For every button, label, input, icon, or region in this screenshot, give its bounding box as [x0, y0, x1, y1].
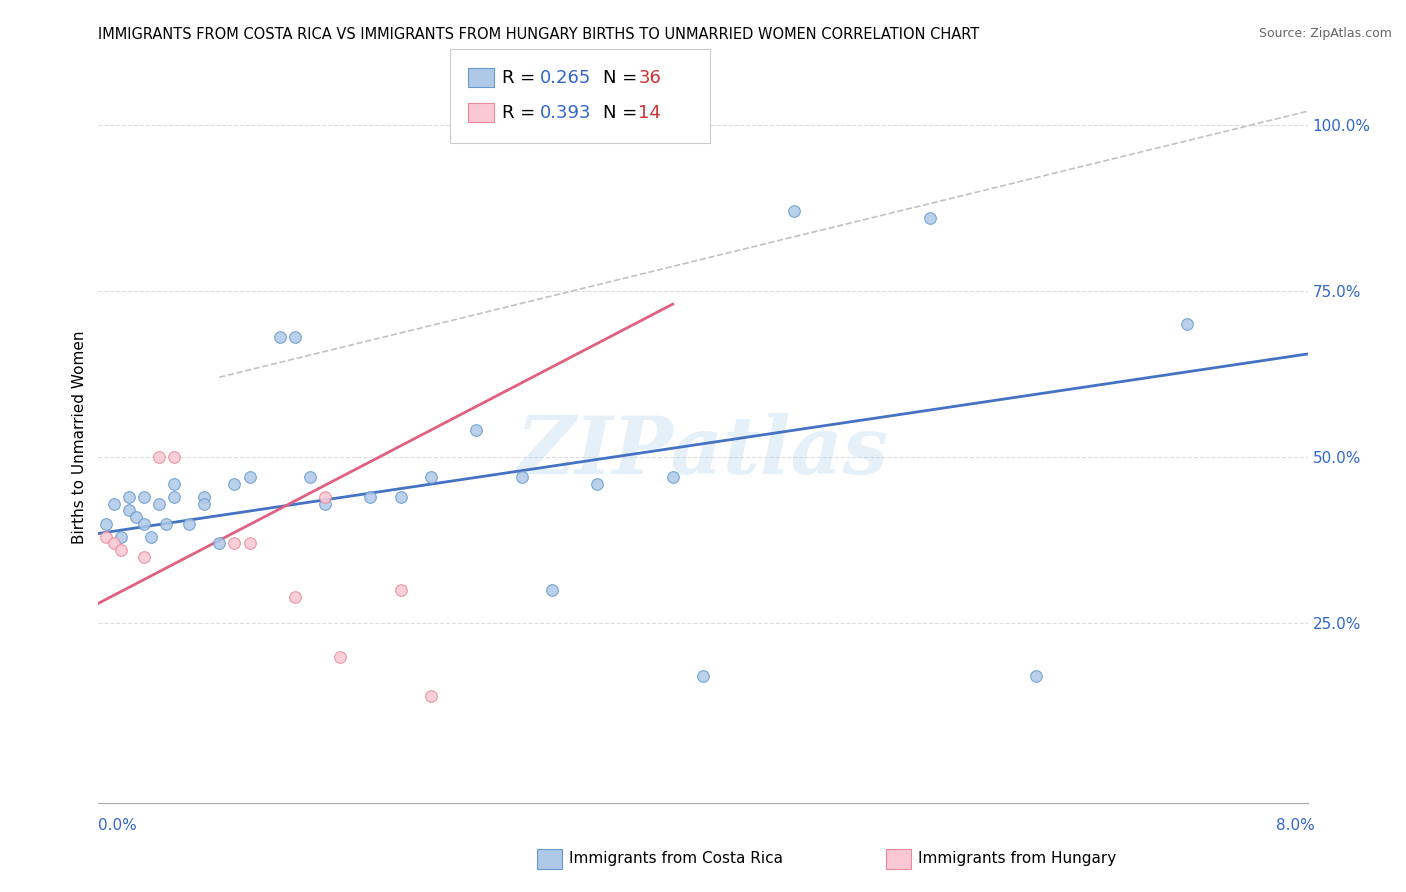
Point: [419, 470, 441, 484]
Point: [314, 490, 336, 504]
Point: [118, 490, 141, 504]
Point: [103, 497, 125, 511]
Point: [329, 649, 352, 664]
Text: N =: N =: [603, 69, 643, 87]
Text: Immigrants from Costa Rica: Immigrants from Costa Rica: [569, 851, 783, 865]
Point: [359, 490, 381, 504]
Point: [782, 204, 804, 219]
Point: [540, 582, 562, 597]
Point: [141, 530, 163, 544]
Point: [631, 124, 654, 138]
Point: [389, 582, 412, 597]
Point: [510, 470, 533, 484]
Point: [163, 476, 186, 491]
Text: Source: ZipAtlas.com: Source: ZipAtlas.com: [1258, 27, 1392, 40]
Text: 0.0%: 0.0%: [98, 818, 138, 832]
Point: [465, 424, 488, 438]
Text: 14: 14: [638, 104, 661, 122]
Point: [239, 470, 262, 484]
Point: [148, 497, 170, 511]
Text: R =: R =: [502, 104, 541, 122]
Point: [94, 516, 117, 531]
Point: [103, 536, 125, 550]
Point: [132, 490, 155, 504]
Point: [110, 530, 132, 544]
Point: [239, 536, 262, 550]
Point: [269, 330, 291, 344]
Text: 8.0%: 8.0%: [1275, 818, 1315, 832]
Point: [163, 450, 186, 464]
Point: [224, 476, 246, 491]
Text: IMMIGRANTS FROM COSTA RICA VS IMMIGRANTS FROM HUNGARY BIRTHS TO UNMARRIED WOMEN : IMMIGRANTS FROM COSTA RICA VS IMMIGRANTS…: [98, 27, 980, 42]
Point: [132, 549, 155, 564]
Point: [110, 543, 132, 558]
Y-axis label: Births to Unmarried Women: Births to Unmarried Women: [72, 330, 87, 544]
Text: 0.265: 0.265: [540, 69, 592, 87]
Text: ZIPatlas: ZIPatlas: [517, 413, 889, 491]
Point: [284, 330, 307, 344]
Point: [163, 490, 186, 504]
Point: [692, 669, 714, 683]
Point: [125, 509, 148, 524]
Point: [208, 536, 231, 550]
Point: [148, 450, 170, 464]
Point: [586, 476, 609, 491]
Point: [193, 490, 215, 504]
Point: [661, 470, 683, 484]
Point: [299, 470, 322, 484]
Text: N =: N =: [603, 104, 643, 122]
Text: 0.393: 0.393: [540, 104, 592, 122]
Point: [419, 690, 441, 704]
Point: [1175, 317, 1198, 331]
Text: 36: 36: [638, 69, 661, 87]
Point: [224, 536, 246, 550]
Text: Immigrants from Hungary: Immigrants from Hungary: [918, 851, 1116, 865]
Point: [389, 490, 412, 504]
Point: [155, 516, 177, 531]
Point: [118, 503, 141, 517]
Point: [918, 211, 941, 225]
Point: [132, 516, 155, 531]
Text: R =: R =: [502, 69, 541, 87]
Point: [94, 530, 117, 544]
Point: [284, 590, 307, 604]
Point: [314, 497, 336, 511]
Point: [1024, 669, 1046, 683]
Point: [193, 497, 215, 511]
Point: [179, 516, 201, 531]
